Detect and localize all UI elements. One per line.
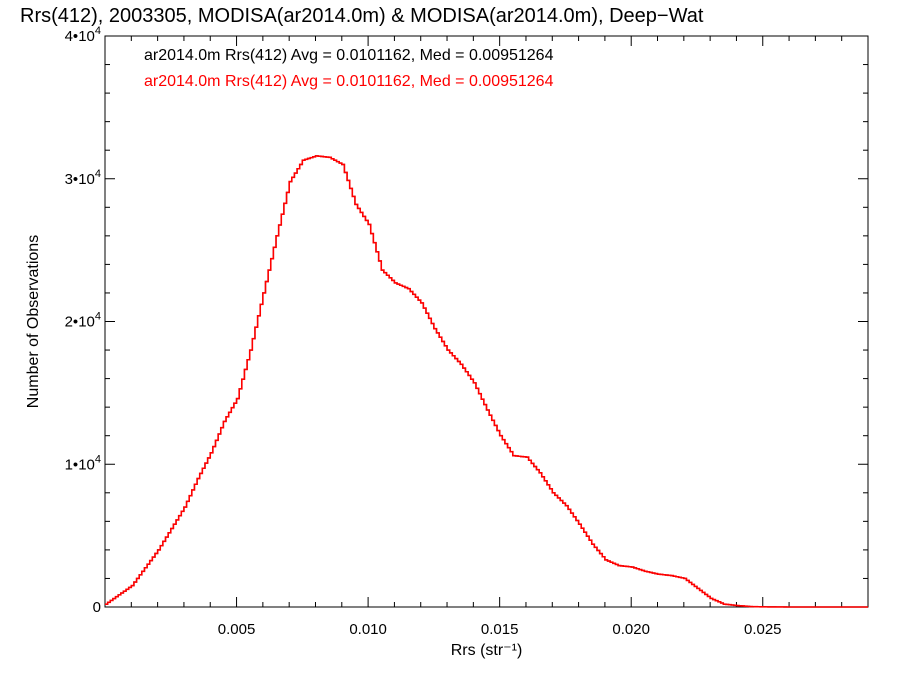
chart-title: Rrs(412), 2003305, MODISA(ar2014.0m) & M… [20,5,704,27]
y-tick-exponent: 4 [95,168,101,180]
x-tick-label: 0.010 [349,621,387,638]
series-line-0 [105,155,868,608]
x-axis-label: Rrs (str⁻¹) [451,642,523,659]
x-tick-label: 0.005 [218,621,256,638]
y-tick-base: 4•10 [65,28,95,45]
legend-entry: ar2014.0m Rrs(412) Avg = 0.0101162, Med … [144,73,554,90]
legend: ar2014.0m Rrs(412) Avg = 0.0101162, Med … [144,47,554,90]
plot-frame [104,35,869,608]
y-tick-label: 0 [93,599,101,616]
x-axis: 0.005 0.010 0.015 0.020 0.025 [104,36,869,638]
y-tick-base: 0 [93,599,101,616]
y-tick-base: 3•10 [65,171,95,188]
y-tick-label: 1•104 [65,453,101,473]
y-tick-base: 2•10 [65,314,95,331]
x-tick-label: 0.025 [744,621,782,638]
y-tick-exponent: 4 [95,453,101,465]
y-axis-label: Number of Observations [25,235,42,408]
y-tick-label: 4•104 [65,25,101,45]
x-tick-label: 0.015 [481,621,519,638]
y-tick-exponent: 4 [95,311,101,323]
series-line-1 [105,155,868,608]
y-tick-label: 2•104 [65,311,101,331]
legend-entry: ar2014.0m Rrs(412) Avg = 0.0101162, Med … [144,47,554,64]
x-tick-label: 0.020 [612,621,650,638]
y-tick-base: 1•10 [65,456,95,473]
series-layer [105,155,868,608]
y-tick-exponent: 4 [95,25,101,37]
y-tick-label: 3•104 [65,168,101,188]
